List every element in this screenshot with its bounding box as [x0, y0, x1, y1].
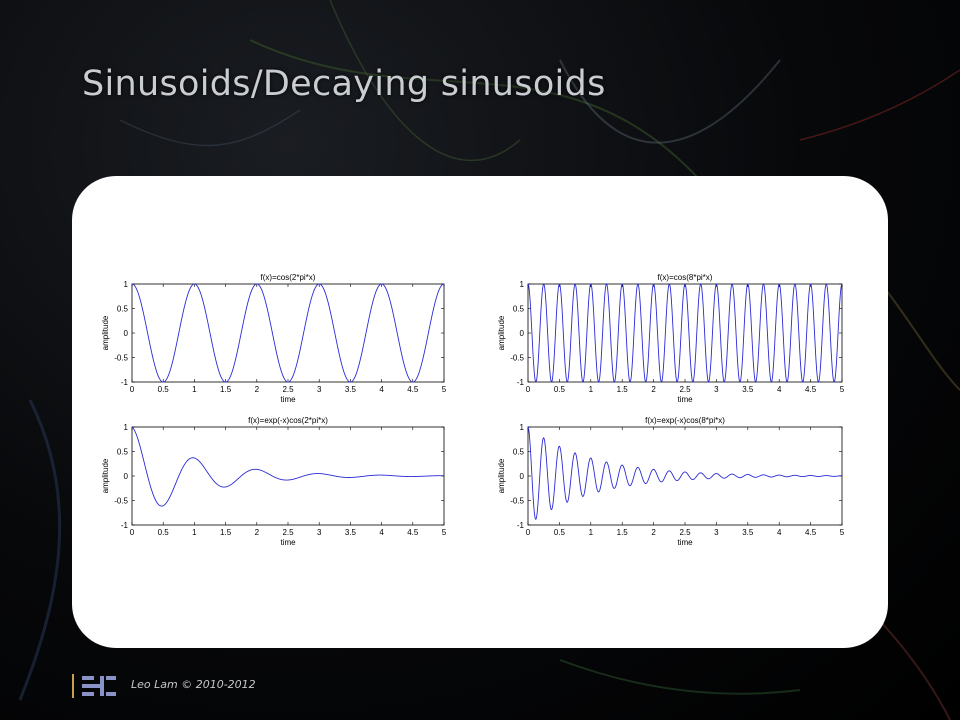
x-axis-label: time — [677, 538, 693, 547]
x-tick-label: 4 — [379, 385, 384, 394]
logo-icon — [72, 674, 116, 698]
x-tick-label: 3.5 — [345, 528, 357, 537]
x-tick-label: 2.5 — [282, 528, 294, 537]
x-axis-label: time — [280, 538, 296, 547]
x-tick-label: 2 — [651, 385, 656, 394]
figure-panel: 0 0.5 1 1.5 2 2.5 3 3.5 4 4.5 5 1 0.5 0 -0.5 -1 f(x)=cos… — [72, 176, 888, 648]
y-tick-label: 1 — [124, 280, 129, 289]
x-tick-label: 3 — [317, 528, 322, 537]
x-tick-label: 4.5 — [407, 528, 419, 537]
x-axis-label: time — [280, 395, 296, 404]
x-tick-label: 0 — [526, 528, 531, 537]
plot-title: f(x)=exp(-x)cos(8*pi*x) — [645, 416, 725, 425]
x-tick-label: 3 — [714, 385, 719, 394]
y-axis-label: amplitude — [497, 458, 506, 493]
y-axis-label: amplitude — [101, 458, 110, 493]
series-line — [527, 283, 843, 383]
y-tick-label: 1 — [520, 280, 525, 289]
x-tick-label: 2 — [255, 528, 260, 537]
series-line — [131, 283, 445, 383]
series-line — [131, 426, 444, 507]
x-tick-label: 1.5 — [220, 385, 232, 394]
y-tick-label: -0.5 — [114, 354, 128, 363]
y-tick-label: -0.5 — [510, 354, 524, 363]
y-tick-label: 0 — [520, 329, 525, 338]
x-tick-label: 3.5 — [742, 385, 754, 394]
y-tick-label: 0.5 — [513, 305, 525, 314]
x-tick-label: 0.5 — [554, 528, 566, 537]
axes-box — [527, 283, 843, 383]
y-tick-label: 1 — [520, 423, 525, 432]
y-tick-label: 0.5 — [513, 448, 525, 457]
x-tick-label: 2.5 — [679, 528, 691, 537]
plots-figure: 0 0.5 1 1.5 2 2.5 3 3.5 4 4.5 5 1 0.5 0 -0.5 -1 f(x)=cos… — [101, 273, 845, 547]
y-tick-label: -1 — [517, 378, 525, 387]
x-tick-label: 0.5 — [158, 528, 170, 537]
axes-box — [527, 426, 843, 526]
y-tick-label: 1 — [124, 423, 129, 432]
x-tick-label: 0.5 — [554, 385, 566, 394]
plot-title: f(x)=cos(8*pi*x) — [658, 273, 713, 282]
x-tick-label: 2.5 — [282, 385, 294, 394]
y-tick-label: -1 — [517, 521, 525, 530]
x-tick-label: 4 — [777, 385, 782, 394]
x-tick-label: 1 — [192, 385, 197, 394]
x-tick-label: 4.5 — [407, 385, 419, 394]
plot-title: f(x)=exp(-x)cos(2*pi*x) — [248, 416, 328, 425]
series-line — [527, 426, 842, 520]
y-tick-label: -0.5 — [114, 497, 128, 506]
y-tick-label: 0.5 — [117, 448, 129, 457]
x-tick-label: 1.5 — [220, 528, 232, 537]
x-tick-label: 5 — [840, 385, 845, 394]
y-tick-label: -1 — [121, 378, 129, 387]
y-axis-label: amplitude — [101, 315, 110, 350]
x-tick-label: 2 — [255, 385, 260, 394]
x-tick-label: 1 — [589, 385, 594, 394]
y-tick-label: -0.5 — [510, 497, 524, 506]
x-tick-label: 4.5 — [805, 385, 817, 394]
x-tick-label: 2.5 — [679, 385, 691, 394]
x-tick-label: 1.5 — [617, 385, 629, 394]
x-tick-label: 0 — [130, 528, 135, 537]
x-tick-label: 1.5 — [617, 528, 629, 537]
y-tick-label: 0.5 — [117, 305, 129, 314]
x-tick-label: 0 — [130, 385, 135, 394]
x-tick-label: 4.5 — [805, 528, 817, 537]
x-tick-label: 0.5 — [158, 385, 170, 394]
x-tick-label: 3 — [317, 385, 322, 394]
x-tick-label: 0 — [526, 385, 531, 394]
x-tick-label: 5 — [442, 385, 447, 394]
x-tick-label: 1 — [192, 528, 197, 537]
footer-copyright: Leo Lam © 2010-2012 — [131, 678, 256, 691]
y-tick-label: -1 — [121, 521, 129, 530]
x-tick-label: 4 — [379, 528, 384, 537]
x-tick-label: 5 — [442, 528, 447, 537]
x-tick-label: 3.5 — [742, 528, 754, 537]
y-tick-label: 0 — [124, 472, 129, 481]
y-tick-label: 0 — [520, 472, 525, 481]
plot-title: f(x)=cos(2*pi*x) — [261, 273, 316, 282]
y-tick-label: 0 — [124, 329, 129, 338]
x-tick-label: 2 — [651, 528, 656, 537]
y-axis-label: amplitude — [497, 315, 506, 350]
x-tick-label: 5 — [840, 528, 845, 537]
slide-title: Sinusoids/Decaying sinusoids — [82, 64, 606, 104]
x-axis-label: time — [677, 395, 693, 404]
x-tick-label: 4 — [777, 528, 782, 537]
x-tick-label: 3 — [714, 528, 719, 537]
x-tick-label: 3.5 — [345, 385, 357, 394]
x-tick-label: 1 — [589, 528, 594, 537]
